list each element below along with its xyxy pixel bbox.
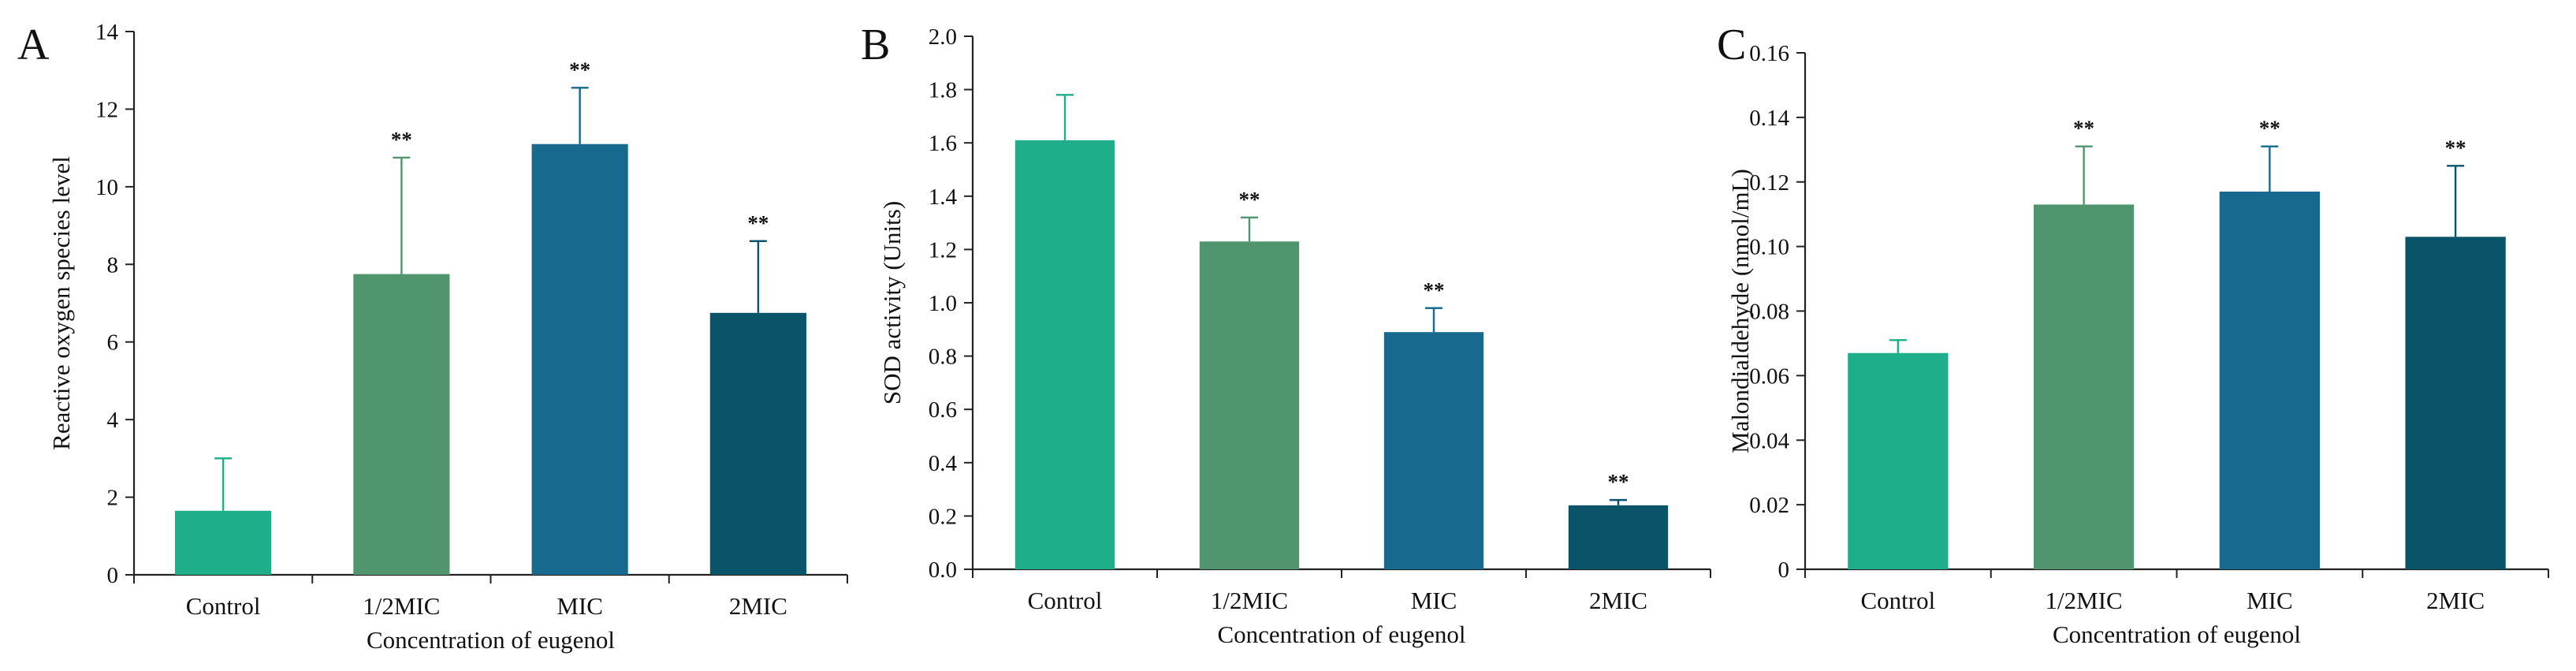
bar-control xyxy=(1014,140,1115,569)
y-tick-label: 10 xyxy=(95,175,118,200)
panel-letter-A: A xyxy=(17,21,50,69)
y-axis-title: SOD activity (Units) xyxy=(878,201,906,404)
y-tick-label: 12 xyxy=(95,97,118,122)
bar-mic xyxy=(1383,332,1484,569)
y-tick-label: 0.8 xyxy=(929,345,957,370)
y-tick-label: 0.10 xyxy=(1749,235,1789,260)
y-tick-label: 0.0 xyxy=(929,557,957,583)
panel-letter-C: C xyxy=(1717,21,1746,69)
significance-label: ** xyxy=(391,128,412,151)
x-tick-label: MIC xyxy=(557,592,603,620)
y-tick-label: 0.6 xyxy=(929,397,957,423)
bar-mic xyxy=(2219,192,2321,569)
bar-2mic xyxy=(1568,505,1669,569)
significance-label: ** xyxy=(2073,117,2094,140)
y-tick-label: 0.02 xyxy=(1749,493,1789,518)
y-tick-label: 2 xyxy=(107,486,119,511)
y-tick-label: 0.12 xyxy=(1749,170,1789,196)
significance-label: ** xyxy=(1424,278,1445,302)
significance-label: ** xyxy=(747,211,769,235)
x-tick-label: Control xyxy=(1028,587,1103,614)
significance-label: ** xyxy=(2259,117,2280,140)
y-tick-label: 1.6 xyxy=(929,131,957,156)
x-axis-title: Concentration of eugenol xyxy=(367,626,615,654)
x-axis-title: Concentration of eugenol xyxy=(1217,621,1465,648)
y-tick-label: 0 xyxy=(107,563,119,588)
y-tick-label: 0.16 xyxy=(1749,41,1789,66)
y-tick-label: 1.8 xyxy=(929,78,957,103)
y-tick-label: 1.2 xyxy=(929,237,957,263)
x-tick-label: Control xyxy=(1861,587,1936,614)
y-tick-label: 14 xyxy=(95,20,119,45)
x-tick-label: 2MIC xyxy=(1589,587,1647,614)
x-tick-label: 2MIC xyxy=(729,592,787,620)
significance-label: ** xyxy=(1239,188,1260,211)
y-tick-label: 0.06 xyxy=(1749,363,1789,389)
x-tick-label: Control xyxy=(186,592,261,620)
y-axis-title: Malondialdehyde (nmol/mL) xyxy=(1726,169,1754,453)
bar-12mic xyxy=(1199,241,1300,569)
bar-mic xyxy=(531,144,628,575)
x-tick-label: MIC xyxy=(2247,587,2293,614)
bar-control xyxy=(1848,352,1949,569)
bar-2mic xyxy=(2405,237,2506,569)
y-tick-label: 4 xyxy=(107,408,119,433)
y-tick-label: 1.0 xyxy=(929,291,957,316)
y-tick-label: 6 xyxy=(107,330,119,356)
panel-letter-B: B xyxy=(861,21,890,69)
x-tick-label: 1/2MIC xyxy=(363,592,440,620)
y-tick-label: 8 xyxy=(107,252,119,278)
y-tick-label: 0.2 xyxy=(929,504,957,529)
y-tick-label: 1.4 xyxy=(929,185,958,210)
significance-label: ** xyxy=(1608,470,1629,494)
y-tick-label: 0 xyxy=(1778,557,1790,583)
y-tick-label: 0.14 xyxy=(1749,106,1789,131)
bar-12mic xyxy=(353,274,450,575)
y-tick-label: 0.4 xyxy=(929,451,958,476)
x-tick-label: 1/2MIC xyxy=(1211,587,1288,614)
significance-label: ** xyxy=(569,58,590,81)
bar-2mic xyxy=(709,312,806,575)
bar-control xyxy=(175,510,272,575)
y-tick-label: 2.0 xyxy=(929,24,957,50)
x-tick-label: 1/2MIC xyxy=(2046,587,2123,614)
y-axis-title: Reactive oxygen species level xyxy=(47,156,75,450)
significance-label: ** xyxy=(2445,136,2466,159)
y-tick-label: 0.04 xyxy=(1749,428,1789,453)
bar-12mic xyxy=(2033,204,2135,569)
x-tick-label: MIC xyxy=(1411,587,1457,614)
x-tick-label: 2MIC xyxy=(2426,587,2485,614)
y-tick-label: 0.08 xyxy=(1749,300,1789,325)
x-axis-title: Concentration of eugenol xyxy=(2053,621,2301,648)
